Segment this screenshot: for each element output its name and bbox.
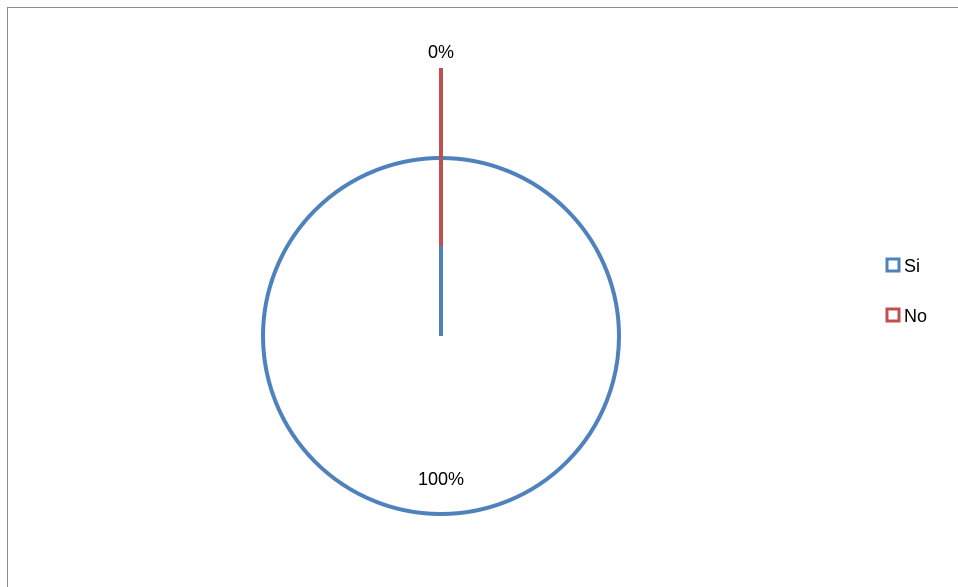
chart-frame — [7, 7, 958, 587]
legend-swatch-si — [885, 257, 901, 273]
pie-slices — [261, 68, 621, 516]
legend-label-si: Si — [904, 256, 920, 276]
legend-label-no: No — [904, 306, 927, 326]
legend: Si No — [885, 256, 927, 326]
data-label-no: 0% — [428, 42, 454, 62]
data-labels: 100% 0% — [418, 42, 464, 489]
legend-swatch-no — [885, 307, 901, 323]
data-label-si: 100% — [418, 469, 464, 489]
